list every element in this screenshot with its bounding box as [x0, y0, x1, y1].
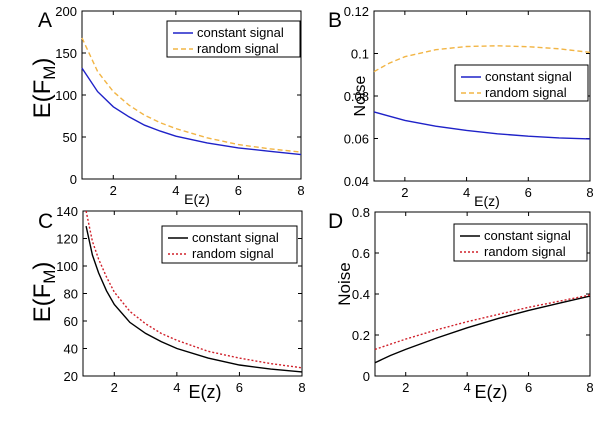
y-tick-label: 0.2 [352, 328, 370, 343]
x-tick-label: 2 [111, 380, 118, 395]
y-tick-label: 0.06 [344, 132, 369, 147]
y-tick-label: 50 [63, 130, 77, 145]
y-tick-label: 0.04 [344, 174, 369, 189]
y-axis-label-sub: M [40, 270, 59, 284]
x-axis-label: E(z) [475, 382, 508, 402]
series-line-constant-signal [374, 295, 591, 364]
y-tick-label: 0.6 [352, 246, 370, 261]
x-tick-label: 8 [298, 380, 305, 395]
y-tick-label: 0 [363, 369, 370, 384]
legend-label: random signal [485, 85, 567, 100]
panel-c: 2 4 6 8 20 40 60 80 100 120 140 constant signalrand… [29, 204, 306, 402]
y-tick-label: 200 [55, 4, 77, 19]
x-tick-label: 6 [236, 380, 243, 395]
y-axis-label-close: ) [29, 58, 56, 66]
y-axis-label-main: E(F [29, 284, 56, 323]
y-tick-label: 80 [64, 287, 78, 302]
x-axis-label: E(z) [184, 191, 210, 207]
panel-letter: C [38, 210, 53, 233]
x-tick-label: 2 [401, 185, 408, 200]
x-tick-label: 6 [235, 183, 242, 198]
x-tick-label: 2 [110, 183, 117, 198]
x-tick-label: 4 [172, 183, 179, 198]
legend-label: constant signal [484, 228, 571, 243]
y-tick-label: 20 [64, 369, 78, 384]
y-axis-label: E(FM) [29, 262, 59, 323]
x-tick-label: 8 [586, 185, 593, 200]
x-tick-label: 6 [525, 185, 532, 200]
x-axis-label: E(z) [189, 382, 222, 402]
y-axis-label-main: E(F [29, 80, 56, 119]
legend-box [453, 223, 588, 262]
y-tick-label: 0.4 [352, 287, 370, 302]
x-tick-label: 8 [297, 183, 304, 198]
y-tick-label: 120 [56, 232, 78, 247]
panel-letter: A [38, 9, 52, 32]
legend-box [454, 64, 589, 102]
series-line-constant-signal [85, 225, 303, 373]
series-line-constant-signal [81, 67, 302, 156]
x-tick-label: 8 [586, 380, 593, 395]
y-tick-label: 0 [70, 172, 77, 187]
x-axis-label: E(z) [474, 193, 500, 209]
legend-label: constant signal [192, 230, 279, 245]
x-tick-label: 2 [402, 380, 409, 395]
legend-label: random signal [197, 41, 279, 56]
y-tick-label: 0.08 [344, 89, 369, 104]
y-axis-label-close: ) [29, 262, 56, 270]
legend-box [161, 225, 298, 264]
panel-letter: D [328, 210, 343, 233]
series-line-random-signal [374, 294, 591, 351]
series-line-random-signal [81, 37, 302, 153]
y-axis-label: Noise [352, 75, 369, 116]
y-tick-label: 0.12 [344, 4, 369, 19]
y-axis-label-sub: M [40, 66, 59, 80]
y-tick-label: 60 [64, 314, 78, 329]
x-tick-label: 4 [463, 185, 470, 200]
y-tick-label: 100 [55, 88, 77, 103]
y-tick-label: 150 [55, 46, 77, 61]
y-tick-label: 140 [56, 204, 78, 219]
x-tick-label: 4 [173, 380, 180, 395]
y-tick-label: 0.8 [352, 205, 370, 220]
x-tick-label: 6 [525, 380, 532, 395]
y-tick-label: 0.1 [351, 47, 369, 62]
legend-label: constant signal [485, 69, 572, 84]
series-line-constant-signal [373, 111, 591, 140]
y-axis-label: E(FM) [29, 58, 59, 119]
legend-label: random signal [192, 246, 274, 261]
y-tick-label: 40 [64, 342, 78, 357]
legend-label: random signal [484, 244, 566, 259]
series-line-random-signal [85, 210, 303, 369]
panel-b: 2 4 6 8 0.04 0.06 0.08 0.1 0.12 constant signalra… [328, 4, 594, 209]
y-axis-label: Noise [335, 262, 354, 305]
legend-box [166, 20, 301, 58]
series-line-random-signal [373, 45, 591, 73]
y-tick-label: 100 [56, 259, 78, 274]
legend-label: constant signal [197, 25, 284, 40]
x-tick-label: 4 [464, 380, 471, 395]
panel-letter: B [328, 9, 342, 32]
